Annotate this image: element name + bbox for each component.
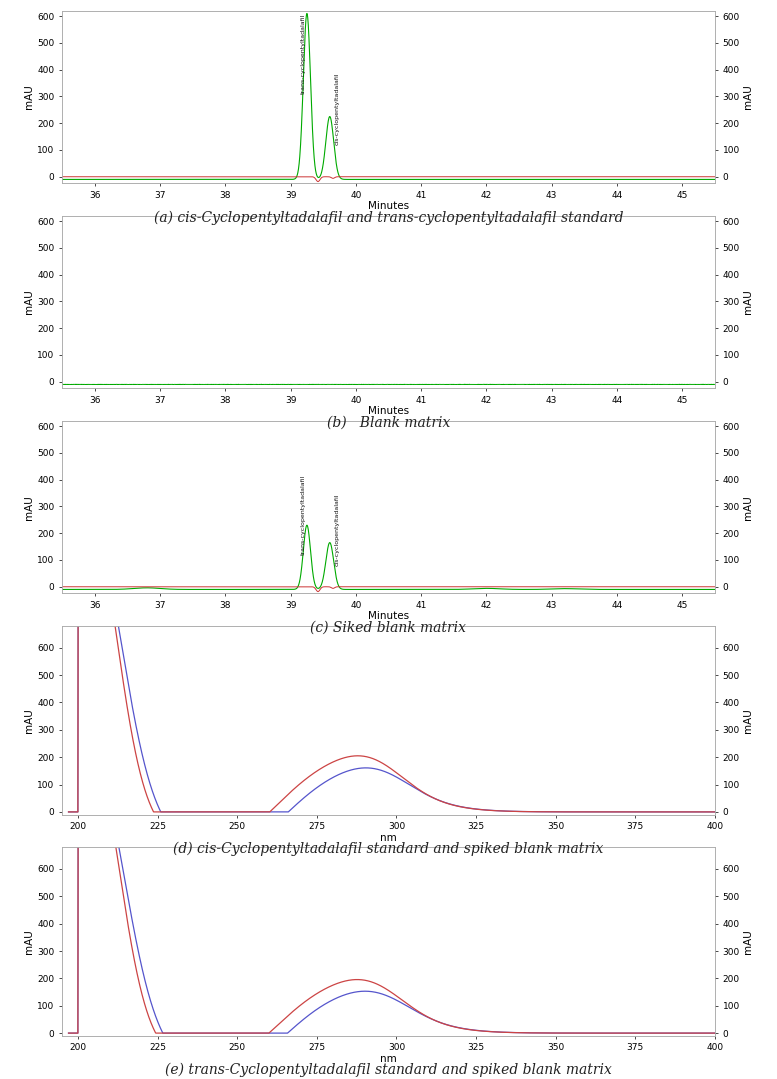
Text: cis-cyclopentyltadalafil: cis-cyclopentyltadalafil (335, 72, 340, 146)
X-axis label: Minutes: Minutes (368, 407, 409, 416)
X-axis label: nm: nm (380, 1054, 397, 1064)
Y-axis label: mAU: mAU (743, 708, 752, 733)
Text: (b)   Blank matrix: (b) Blank matrix (327, 415, 450, 429)
Y-axis label: mAU: mAU (743, 85, 752, 109)
Y-axis label: mAU: mAU (743, 290, 752, 314)
X-axis label: nm: nm (380, 833, 397, 843)
Y-axis label: mAU: mAU (25, 290, 34, 314)
X-axis label: Minutes: Minutes (368, 202, 409, 211)
Y-axis label: mAU: mAU (743, 929, 752, 954)
Y-axis label: mAU: mAU (25, 85, 34, 109)
Text: (c) Siked blank matrix: (c) Siked blank matrix (311, 620, 466, 634)
Y-axis label: mAU: mAU (25, 495, 34, 519)
Text: (d) cis-Cyclopentyltadalafil standard and spiked blank matrix: (d) cis-Cyclopentyltadalafil standard an… (173, 842, 604, 856)
Y-axis label: mAU: mAU (743, 495, 752, 519)
Text: (e) trans-Cyclopentyltadalafil standard and spiked blank matrix: (e) trans-Cyclopentyltadalafil standard … (165, 1063, 612, 1077)
Y-axis label: mAU: mAU (25, 929, 34, 954)
X-axis label: Minutes: Minutes (368, 612, 409, 622)
Text: trans-cyclopentyltadalafil: trans-cyclopentyltadalafil (301, 14, 306, 94)
Text: trans-cyclopentyltadalafil: trans-cyclopentyltadalafil (301, 475, 306, 555)
Y-axis label: mAU: mAU (25, 708, 34, 733)
Text: (a) cis-Cyclopentyltadalafil and trans-cyclopentyltadalafil standard: (a) cis-Cyclopentyltadalafil and trans-c… (154, 210, 623, 224)
Text: cis-cyclopentyltadalafil: cis-cyclopentyltadalafil (335, 493, 340, 565)
